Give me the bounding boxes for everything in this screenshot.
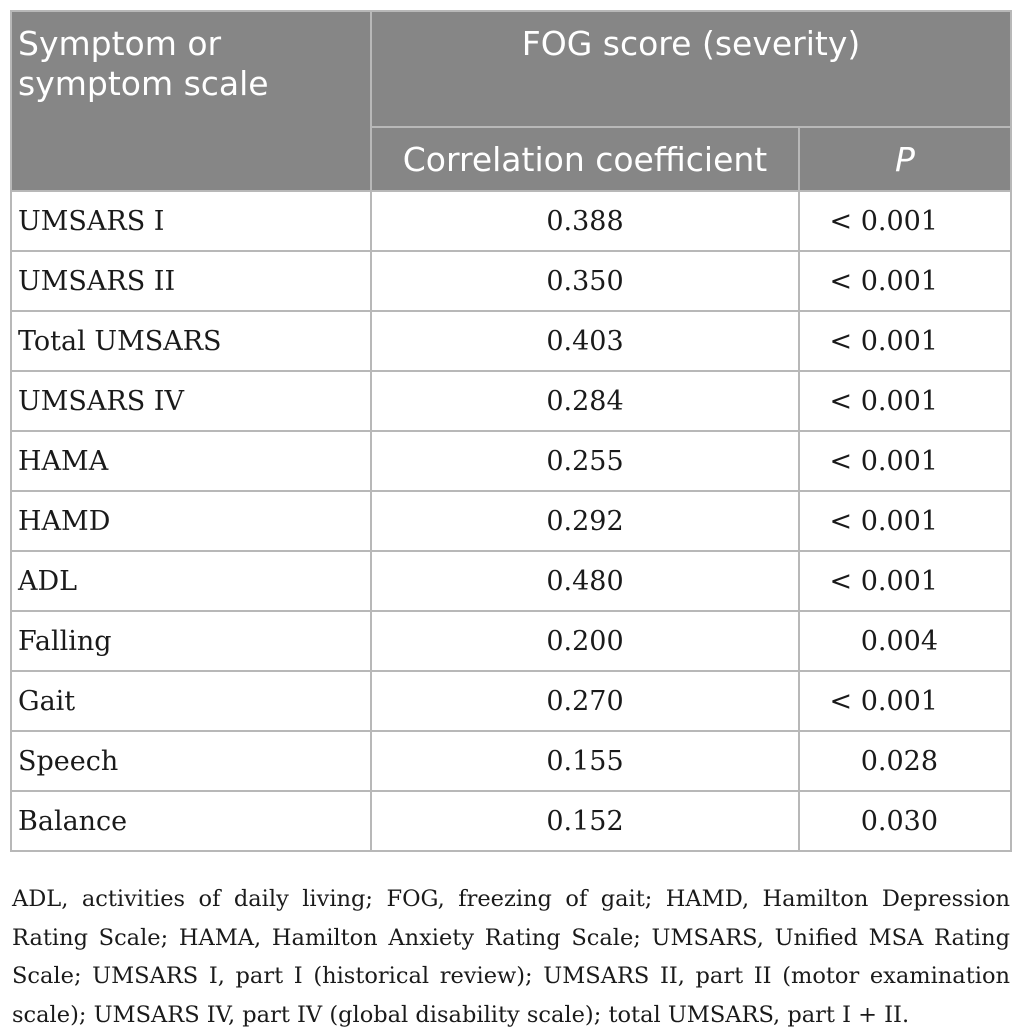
coefficient-cell: 0.152 <box>370 790 800 852</box>
coefficient-cell: 0.350 <box>370 250 800 312</box>
p-value-cell: < 0.001 <box>798 670 1012 732</box>
table-footnote: ADL, activities of daily living; FOG, fr… <box>12 886 1010 1028</box>
table-row: UMSARS IV 0.284 < 0.001 <box>10 370 1012 432</box>
coefficient-cell: 0.284 <box>370 370 800 432</box>
coefficient-cell: 0.388 <box>370 190 800 252</box>
p-value-cell: < 0.001 <box>798 250 1012 312</box>
coefficient-cell: 0.403 <box>370 310 800 372</box>
p-value-cell: 0.028 <box>798 730 1012 792</box>
table-row: Falling 0.200 0.004 <box>10 610 1012 672</box>
header-row-columns: Correlation coefficient P <box>11 126 1012 192</box>
symptom-name-cell: Balance <box>10 790 372 852</box>
table-row: Gait 0.270 < 0.001 <box>10 670 1012 732</box>
p-value-cell: 0.030 <box>798 790 1012 852</box>
p-value-cell: < 0.001 <box>798 430 1012 492</box>
coefficient-cell: 0.255 <box>370 430 800 492</box>
coefficient-cell: 0.200 <box>370 610 800 672</box>
p-value-cell: < 0.001 <box>798 190 1012 252</box>
table-row: UMSARS I 0.388 < 0.001 <box>10 190 1012 252</box>
symptom-name-cell: HAMA <box>10 430 372 492</box>
table-row: Balance 0.152 0.030 <box>10 790 1012 852</box>
symptom-name-cell: Total UMSARS <box>10 310 372 372</box>
symptom-name-cell: Falling <box>10 610 372 672</box>
correlation-table-container: Symptom or symptom scale FOG score (seve… <box>10 10 1012 852</box>
p-value-cell: < 0.001 <box>798 550 1012 612</box>
fog-score-group-header: FOG score (severity) <box>370 10 1012 128</box>
correlation-coefficient-header: Correlation coefficient <box>370 126 800 192</box>
p-value-cell: < 0.001 <box>798 370 1012 432</box>
coefficient-cell: 0.155 <box>370 730 800 792</box>
symptom-name-cell: UMSARS I <box>10 190 372 252</box>
symptom-name-cell: Speech <box>10 730 372 792</box>
table-row: Total UMSARS 0.403 < 0.001 <box>10 310 1012 372</box>
header-row-group: Symptom or symptom scale FOG score (seve… <box>10 10 1012 192</box>
p-value-cell: < 0.001 <box>798 490 1012 552</box>
symptom-name-cell: UMSARS II <box>10 250 372 312</box>
symptom-name-cell: Gait <box>10 670 372 732</box>
p-value-header: P <box>798 126 1012 192</box>
symptom-name-cell: ADL <box>10 550 372 612</box>
p-value-cell: < 0.001 <box>798 310 1012 372</box>
coefficient-cell: 0.270 <box>370 670 800 732</box>
table-row: HAMA 0.255 < 0.001 <box>10 430 1012 492</box>
correlation-table: Symptom or symptom scale FOG score (seve… <box>10 10 1012 852</box>
table-body: UMSARS I 0.388 < 0.001 UMSARS II 0.350 <… <box>10 190 1012 852</box>
table-row: UMSARS II 0.350 < 0.001 <box>10 250 1012 312</box>
table-row: HAMD 0.292 < 0.001 <box>10 490 1012 552</box>
coefficient-cell: 0.292 <box>370 490 800 552</box>
table-row: ADL 0.480 < 0.001 <box>10 550 1012 612</box>
table-row: Speech 0.155 0.028 <box>10 730 1012 792</box>
symptom-name-cell: HAMD <box>10 490 372 552</box>
p-value-cell: 0.004 <box>798 610 1012 672</box>
symptom-name-cell: UMSARS IV <box>10 370 372 432</box>
coefficient-cell: 0.480 <box>370 550 800 612</box>
symptom-column-header: Symptom or symptom scale <box>10 10 372 192</box>
